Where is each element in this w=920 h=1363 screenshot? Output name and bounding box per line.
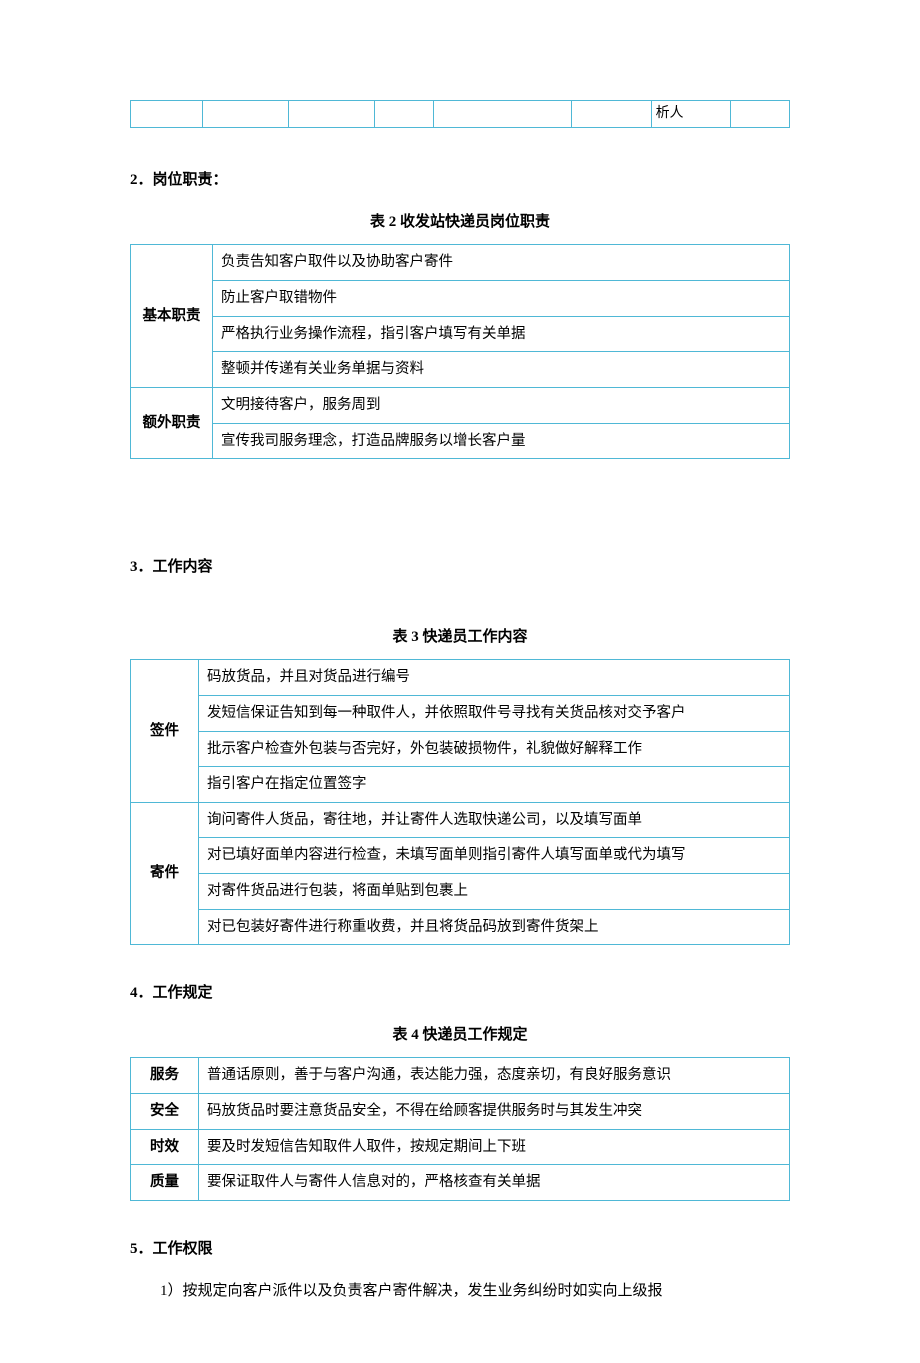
- section5-heading: 5．工作权限: [130, 1237, 790, 1261]
- table4: 服务 普通话原则，善于与客户沟通，表达能力强，态度亲切，有良好服务意识 安全 码…: [130, 1057, 790, 1201]
- table2-cell: 宣传我司服务理念，打造品牌服务以增长客户量: [213, 423, 790, 459]
- table3-caption: 表 3 快递员工作内容: [130, 625, 790, 649]
- table4-cell: 要及时发短信告知取件人取件，按规定期间上下班: [199, 1129, 790, 1165]
- table2-caption: 表 2 收发站快递员岗位职责: [130, 210, 790, 234]
- table2-cell: 负责告知客户取件以及协助客户寄件: [213, 245, 790, 281]
- table3-cell: 对已填好面单内容进行检查，未填写面单则指引寄件人填写面单或代为填写: [199, 838, 790, 874]
- table3-cell: 码放货品，并且对货品进行编号: [199, 660, 790, 696]
- table3-cell: 指引客户在指定位置签字: [199, 767, 790, 803]
- table2-cell: 防止客户取错物件: [213, 281, 790, 317]
- table3-cell: 批示客户检查外包装与否完好，外包装破损物件，礼貌做好解释工作: [199, 731, 790, 767]
- table3-label-sign: 签件: [131, 660, 199, 803]
- section2-heading: 2．岗位职责：: [130, 168, 790, 192]
- table4-label: 服务: [131, 1058, 199, 1094]
- top-fragment-table: 析人: [130, 100, 790, 128]
- table4-label: 质量: [131, 1165, 199, 1201]
- table3-cell: 对寄件货品进行包装，将面单贴到包裹上: [199, 874, 790, 910]
- table3-cell: 对已包装好寄件进行称重收费，并且将货品码放到寄件货架上: [199, 909, 790, 945]
- table3-cell: 询问寄件人货品，寄往地，并让寄件人选取快递公司，以及填写面单: [199, 802, 790, 838]
- table4-cell: 码放货品时要注意货品安全，不得在给顾客提供服务时与其发生冲突: [199, 1094, 790, 1130]
- table3: 签件 码放货品，并且对货品进行编号 发短信保证告知到每一种取件人，并依照取件号寻…: [130, 659, 790, 945]
- table2: 基本职责 负责告知客户取件以及协助客户寄件 防止客户取错物件 严格执行业务操作流…: [130, 244, 790, 459]
- table3-cell: 发短信保证告知到每一种取件人，并依照取件号寻找有关货品核对交予客户: [199, 695, 790, 731]
- table2-label-extra: 额外职责: [131, 387, 213, 458]
- table2-cell: 文明接待客户，服务周到: [213, 387, 790, 423]
- section5-line1: 1）按规定向客户派件以及负责客户寄件解决，发生业务纠纷时如实向上级报: [130, 1279, 790, 1303]
- section3-heading: 3．工作内容: [130, 555, 790, 579]
- table3-label-send: 寄件: [131, 802, 199, 945]
- table4-cell: 要保证取件人与寄件人信息对的，严格核查有关单据: [199, 1165, 790, 1201]
- table2-label-basic: 基本职责: [131, 245, 213, 388]
- table4-cell: 普通话原则，善于与客户沟通，表达能力强，态度亲切，有良好服务意识: [199, 1058, 790, 1094]
- top-cell-text: 析人: [656, 106, 684, 121]
- table4-label: 安全: [131, 1094, 199, 1130]
- section4-heading: 4．工作规定: [130, 981, 790, 1005]
- table2-cell: 严格执行业务操作流程，指引客户填写有关单据: [213, 316, 790, 352]
- table4-caption: 表 4 快递员工作规定: [130, 1023, 790, 1047]
- table2-cell: 整顿并传递有关业务单据与资料: [213, 352, 790, 388]
- table4-label: 时效: [131, 1129, 199, 1165]
